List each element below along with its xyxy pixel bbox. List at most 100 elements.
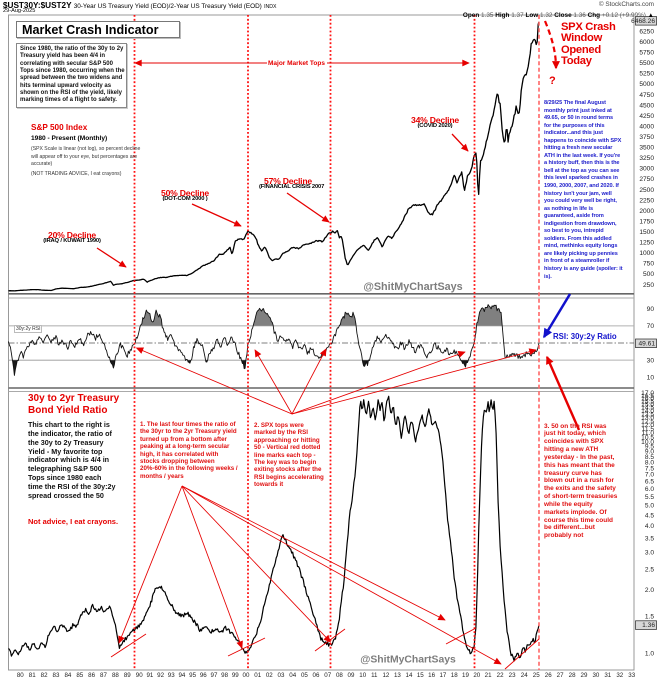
svg-text:99: 99	[232, 672, 239, 679]
svg-text:15.5: 15.5	[641, 399, 654, 406]
svg-text:9.0: 9.0	[645, 449, 654, 456]
svg-text:94: 94	[178, 672, 185, 679]
svg-text:21: 21	[485, 672, 492, 679]
svg-text:11.0: 11.0	[642, 430, 655, 437]
svg-text:92: 92	[157, 672, 164, 679]
svg-text:16: 16	[428, 672, 435, 679]
svg-text:17: 17	[439, 672, 446, 679]
svg-text:1000: 1000	[639, 250, 654, 257]
svg-text:06: 06	[313, 672, 320, 679]
svg-text:26: 26	[545, 672, 552, 679]
svg-text:10: 10	[647, 374, 655, 381]
svg-text:3.5: 3.5	[645, 535, 654, 542]
svg-text:49.61: 49.61	[638, 340, 655, 347]
svg-text:98: 98	[221, 672, 228, 679]
svg-text:4250: 4250	[639, 113, 654, 120]
svg-text:5.0: 5.0	[645, 503, 654, 510]
svg-text:00: 00	[243, 672, 250, 679]
svg-text:70: 70	[647, 323, 655, 330]
svg-text:09: 09	[348, 672, 355, 679]
svg-text:11.5: 11.5	[642, 426, 655, 433]
svg-text:13: 13	[394, 672, 401, 679]
svg-text:97: 97	[211, 672, 218, 679]
svg-text:22: 22	[497, 672, 504, 679]
svg-text:1.0: 1.0	[645, 651, 654, 658]
svg-text:12: 12	[382, 672, 389, 679]
svg-text:1750: 1750	[639, 218, 654, 225]
svg-text:@ShitMyChartSays: @ShitMyChartSays	[360, 655, 456, 666]
svg-text:81: 81	[29, 672, 36, 679]
svg-text:2250: 2250	[639, 197, 654, 204]
svg-text:2750: 2750	[639, 176, 654, 183]
svg-text:5250: 5250	[639, 71, 654, 78]
svg-text:6.5: 6.5	[645, 479, 654, 486]
svg-text:93: 93	[168, 672, 175, 679]
svg-text:5000: 5000	[639, 81, 654, 88]
svg-text:03: 03	[278, 672, 285, 679]
svg-text:10.0: 10.0	[641, 439, 654, 446]
svg-text:90: 90	[136, 672, 143, 679]
svg-text:86: 86	[88, 672, 95, 679]
svg-text:85: 85	[76, 672, 83, 679]
svg-text:08: 08	[336, 672, 343, 679]
svg-text:7.5: 7.5	[645, 465, 654, 472]
svg-text:2.0: 2.0	[645, 587, 654, 594]
svg-text:20: 20	[473, 672, 480, 679]
svg-text:88: 88	[112, 672, 119, 679]
svg-text:32: 32	[616, 672, 623, 679]
svg-text:87: 87	[100, 672, 107, 679]
svg-text:33: 33	[628, 672, 635, 679]
svg-text:89: 89	[124, 672, 131, 679]
svg-text:4.5: 4.5	[645, 512, 654, 519]
svg-text:3750: 3750	[639, 134, 654, 141]
svg-text:6000: 6000	[639, 39, 654, 46]
svg-text:12.0: 12.0	[641, 422, 654, 429]
svg-text:4750: 4750	[639, 92, 654, 99]
svg-text:27: 27	[557, 672, 564, 679]
svg-text:31: 31	[604, 672, 611, 679]
svg-text:1250: 1250	[639, 240, 654, 247]
svg-text:6.0: 6.0	[645, 486, 654, 493]
svg-text:19: 19	[462, 672, 469, 679]
svg-text:13.0: 13.0	[641, 415, 654, 422]
svg-text:10: 10	[359, 672, 366, 679]
svg-text:500: 500	[643, 271, 654, 278]
svg-text:4.0: 4.0	[645, 523, 654, 530]
svg-text:7.0: 7.0	[645, 472, 654, 479]
svg-text:5.5: 5.5	[645, 494, 654, 501]
svg-text:28: 28	[569, 672, 576, 679]
svg-text:14.5: 14.5	[641, 405, 654, 412]
svg-text:13.5: 13.5	[641, 411, 654, 418]
svg-text:16.5: 16.5	[641, 393, 654, 400]
svg-text:15.0: 15.0	[641, 402, 654, 409]
svg-text:8.5: 8.5	[645, 454, 654, 461]
svg-text:15: 15	[417, 672, 424, 679]
svg-text:11: 11	[371, 672, 378, 679]
svg-text:07: 07	[324, 672, 331, 679]
svg-text:01: 01	[254, 672, 261, 679]
svg-text:80: 80	[17, 672, 24, 679]
svg-text:12.5: 12.5	[641, 418, 654, 425]
svg-text:3500: 3500	[639, 145, 654, 152]
svg-text:25: 25	[533, 672, 540, 679]
svg-text:5500: 5500	[639, 60, 654, 67]
svg-text:05: 05	[301, 672, 308, 679]
svg-text:@ShitMyChartSays: @ShitMyChartSays	[363, 281, 462, 293]
svg-text:6250: 6250	[639, 28, 654, 35]
svg-text:5750: 5750	[639, 50, 654, 57]
svg-text:2000: 2000	[639, 208, 654, 215]
svg-text:90: 90	[647, 306, 655, 313]
svg-text:250: 250	[643, 282, 654, 289]
svg-text:4500: 4500	[639, 102, 654, 109]
svg-text:3000: 3000	[639, 166, 654, 173]
svg-text:10.5: 10.5	[641, 434, 654, 441]
svg-text:96: 96	[200, 672, 207, 679]
svg-text:9.5: 9.5	[645, 444, 654, 451]
svg-text:2.5: 2.5	[645, 566, 654, 573]
svg-text:91: 91	[146, 672, 153, 679]
svg-text:8.0: 8.0	[645, 459, 654, 466]
svg-text:6468.26: 6468.26	[631, 18, 655, 25]
svg-text:4000: 4000	[639, 123, 654, 130]
svg-text:83: 83	[53, 672, 60, 679]
svg-text:3.0: 3.0	[645, 550, 654, 557]
